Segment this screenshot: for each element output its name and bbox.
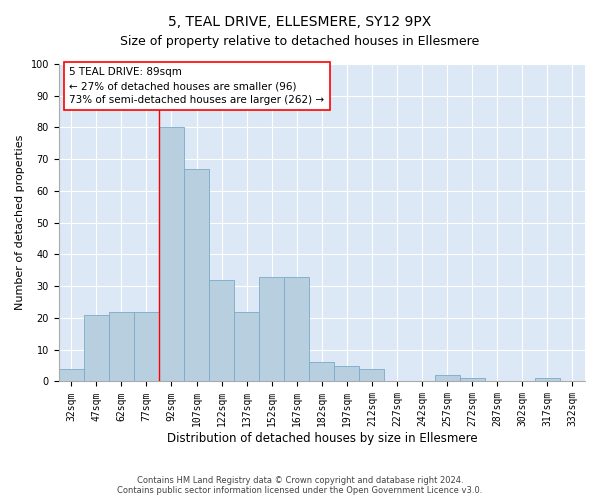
Bar [134, 312, 159, 382]
Text: Contains HM Land Registry data © Crown copyright and database right 2024.
Contai: Contains HM Land Registry data © Crown c… [118, 476, 482, 495]
Bar [159, 128, 184, 382]
Text: 5, TEAL DRIVE, ELLESMERE, SY12 9PX: 5, TEAL DRIVE, ELLESMERE, SY12 9PX [169, 15, 431, 29]
Bar [359, 369, 385, 382]
Bar [309, 362, 334, 382]
Bar [434, 375, 460, 382]
Bar [535, 378, 560, 382]
Y-axis label: Number of detached properties: Number of detached properties [15, 135, 25, 310]
X-axis label: Distribution of detached houses by size in Ellesmere: Distribution of detached houses by size … [167, 432, 477, 445]
Bar [84, 315, 109, 382]
Bar [284, 276, 309, 382]
Bar [259, 276, 284, 382]
Text: Size of property relative to detached houses in Ellesmere: Size of property relative to detached ho… [121, 35, 479, 48]
Bar [59, 369, 84, 382]
Text: 5 TEAL DRIVE: 89sqm
← 27% of detached houses are smaller (96)
73% of semi-detach: 5 TEAL DRIVE: 89sqm ← 27% of detached ho… [69, 67, 325, 105]
Bar [234, 312, 259, 382]
Bar [184, 169, 209, 382]
Bar [109, 312, 134, 382]
Bar [460, 378, 485, 382]
Bar [334, 366, 359, 382]
Bar [209, 280, 234, 382]
